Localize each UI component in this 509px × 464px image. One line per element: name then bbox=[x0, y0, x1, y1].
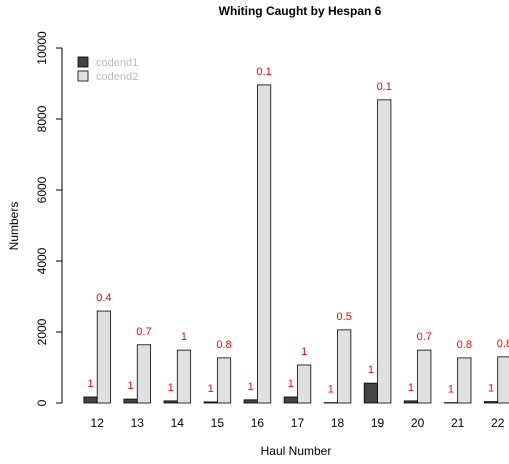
x-tick-label: 14 bbox=[171, 416, 185, 430]
bar bbox=[403, 400, 419, 404]
bar-annotation: 1 bbox=[448, 384, 454, 396]
bar bbox=[123, 398, 138, 404]
y-axis-label: Numbers bbox=[7, 202, 21, 251]
x-tick-label: 18 bbox=[331, 416, 345, 430]
legend-swatch bbox=[77, 56, 89, 68]
x-tick-label: 21 bbox=[451, 416, 465, 430]
bar bbox=[216, 357, 232, 404]
bar bbox=[377, 99, 392, 404]
bar bbox=[176, 349, 192, 404]
bar-annotation: 0.8 bbox=[497, 338, 509, 350]
x-tick-label: 22 bbox=[491, 416, 505, 430]
bar bbox=[337, 329, 352, 404]
y-tick-label: 4000 bbox=[35, 247, 49, 274]
bar bbox=[497, 356, 509, 404]
bar bbox=[297, 364, 312, 404]
bar bbox=[96, 310, 111, 404]
bar-annotation: 0.7 bbox=[136, 326, 151, 338]
bar-annotation: 1 bbox=[408, 382, 414, 394]
x-tick-label: 12 bbox=[91, 416, 105, 430]
bar bbox=[283, 396, 298, 404]
bar-annotation: 1 bbox=[288, 378, 294, 390]
bar bbox=[483, 401, 499, 404]
bar-annotation: 1 bbox=[181, 331, 187, 343]
y-tick-label: 2000 bbox=[35, 318, 49, 345]
bar bbox=[457, 357, 472, 404]
x-tick-label: 15 bbox=[211, 416, 225, 430]
bar-annotation: 1 bbox=[208, 383, 214, 395]
x-tick-label: 20 bbox=[411, 416, 425, 430]
legend-label: codend1 bbox=[96, 57, 138, 69]
bar bbox=[243, 399, 258, 404]
bar bbox=[136, 344, 152, 404]
bar-annotation: 1 bbox=[301, 346, 307, 358]
x-tick-label: 16 bbox=[251, 416, 265, 430]
bar-annotation: 0.7 bbox=[417, 331, 432, 343]
bar-annotation: 1 bbox=[488, 383, 494, 395]
bar-annotation: 1 bbox=[128, 380, 134, 392]
x-tick-label: 13 bbox=[131, 416, 145, 430]
bar bbox=[203, 401, 218, 404]
bar bbox=[163, 400, 178, 404]
legend-label: codend2 bbox=[96, 71, 138, 83]
bar-annotation: 0.1 bbox=[377, 81, 392, 93]
y-tick-label: 8000 bbox=[35, 105, 49, 132]
x-tick-label: 19 bbox=[371, 416, 385, 430]
bar bbox=[363, 382, 378, 404]
y-tick-label: 0 bbox=[35, 399, 49, 406]
bar bbox=[417, 349, 432, 404]
y-tick-label: 10000 bbox=[35, 31, 49, 65]
bar-annotation: 0.8 bbox=[457, 339, 472, 351]
chart-title: Whiting Caught by Hespan 6 bbox=[219, 4, 382, 18]
y-tick-label: 6000 bbox=[35, 176, 49, 203]
bar-annotation: 1 bbox=[368, 364, 374, 376]
x-tick-label: 17 bbox=[291, 416, 305, 430]
bar-annotation: 0.1 bbox=[256, 66, 271, 78]
bar-annotation: 1 bbox=[168, 382, 174, 394]
bar-annotation: 1 bbox=[87, 378, 93, 390]
bar bbox=[83, 396, 98, 404]
bar-annotation: 1 bbox=[248, 381, 254, 393]
legend-swatch bbox=[77, 70, 89, 82]
bar bbox=[256, 84, 272, 404]
bar-annotation: 0.8 bbox=[216, 339, 231, 351]
bar-annotation: 1 bbox=[328, 384, 334, 396]
bar-annotation: 0.5 bbox=[337, 311, 352, 323]
bar-annotation: 0.4 bbox=[96, 292, 111, 304]
x-axis-label: Haul Number bbox=[261, 444, 332, 458]
